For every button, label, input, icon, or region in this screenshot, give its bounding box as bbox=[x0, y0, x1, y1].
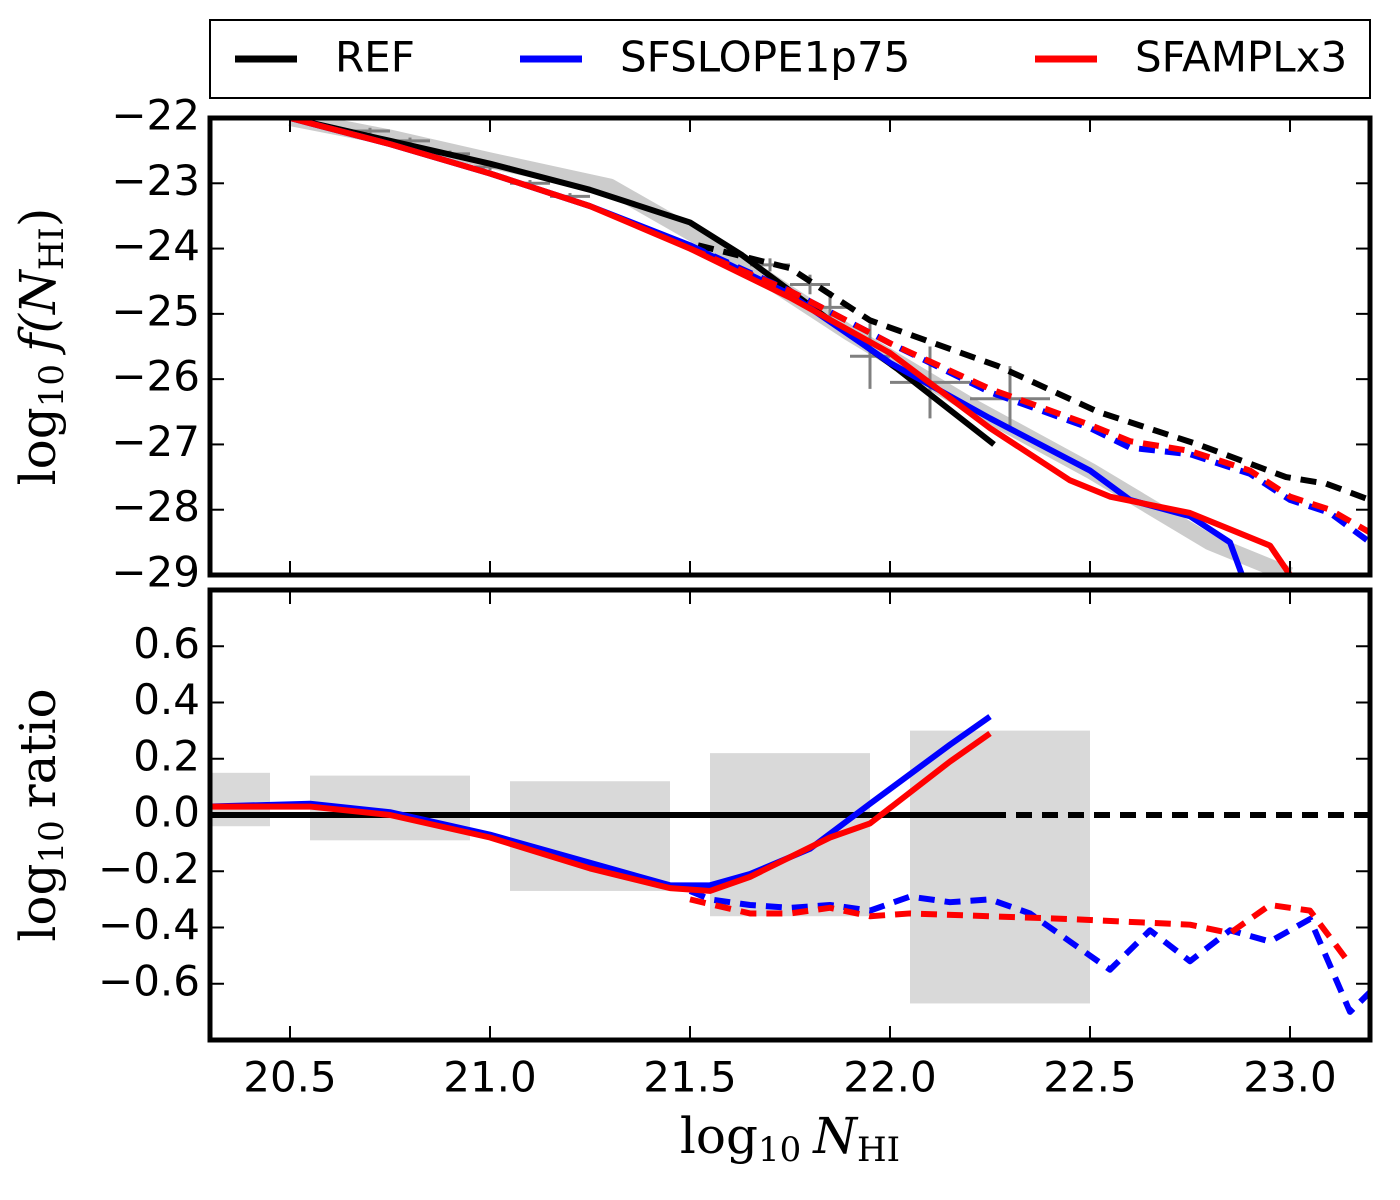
x-tick-label: 21.0 bbox=[443, 1053, 537, 1102]
y-tick-label: 0.2 bbox=[133, 731, 200, 780]
label-part: f( bbox=[9, 312, 67, 356]
y-tick-label: −25 bbox=[111, 286, 200, 335]
y-tick-label: 0.6 bbox=[133, 619, 200, 668]
y-tick-label: −0.6 bbox=[98, 956, 200, 1005]
y-tick-label: −22 bbox=[111, 91, 200, 140]
legend-frame bbox=[209, 19, 1371, 99]
shaded-band bbox=[288, 118, 1294, 575]
y-axis-label: log10 ratio bbox=[9, 688, 72, 941]
label-part: log bbox=[680, 1107, 758, 1165]
label-part: N bbox=[812, 1107, 859, 1165]
y-tick-label: −0.2 bbox=[98, 844, 200, 893]
label-part: 10 bbox=[32, 364, 72, 407]
y-tick-label: −23 bbox=[111, 156, 200, 205]
y-tick-label: −24 bbox=[111, 221, 200, 270]
y-tick-label: −28 bbox=[111, 482, 200, 531]
plot-area bbox=[288, 118, 1370, 575]
y-axis-label: log10 f(NHI) bbox=[9, 208, 72, 486]
label-part: HI bbox=[857, 1130, 900, 1170]
label-part: HI bbox=[32, 227, 72, 270]
plot-area bbox=[210, 714, 1370, 1015]
line-dashed bbox=[697, 242, 1370, 503]
x-tick-label: 22.0 bbox=[843, 1053, 937, 1102]
line-solid bbox=[289, 118, 1245, 575]
legend-label: SFSLOPE1p75 bbox=[620, 33, 910, 82]
x-tick-label: 23.0 bbox=[1243, 1053, 1337, 1102]
legend-label: SFAMPLx3 bbox=[1135, 33, 1347, 82]
label-part: 10 bbox=[758, 1130, 801, 1170]
label-part: log bbox=[9, 864, 67, 942]
y-tick-label: 0.4 bbox=[133, 675, 200, 724]
y-tick-label: −26 bbox=[111, 352, 200, 401]
error-box bbox=[210, 772, 270, 827]
x-tick-label: 20.5 bbox=[243, 1053, 337, 1102]
x-tick-label: 21.5 bbox=[643, 1053, 737, 1102]
y-tick-label: −29 bbox=[111, 548, 200, 597]
error-box bbox=[510, 781, 670, 891]
y-tick-label: −27 bbox=[111, 417, 200, 466]
x-tick-label: 22.5 bbox=[1043, 1053, 1137, 1102]
x-axis-label: log10 NHI bbox=[680, 1107, 900, 1170]
line-dashed bbox=[688, 888, 1370, 1015]
y-tick-label: −0.4 bbox=[98, 900, 200, 949]
line-solid bbox=[289, 118, 1293, 575]
line-solid bbox=[210, 730, 992, 894]
error-box bbox=[910, 730, 1090, 1004]
label-part: ratio bbox=[9, 688, 67, 808]
label-part: N bbox=[9, 268, 67, 315]
line-solid bbox=[289, 118, 996, 447]
label-part: log bbox=[9, 407, 67, 485]
y-tick-label: 0.0 bbox=[133, 788, 200, 837]
axes-frame bbox=[207, 115, 1373, 578]
legend-label: REF bbox=[335, 33, 415, 82]
label-part: ) bbox=[9, 208, 67, 228]
line-dashed bbox=[688, 245, 1370, 536]
label-part: 10 bbox=[32, 820, 72, 863]
